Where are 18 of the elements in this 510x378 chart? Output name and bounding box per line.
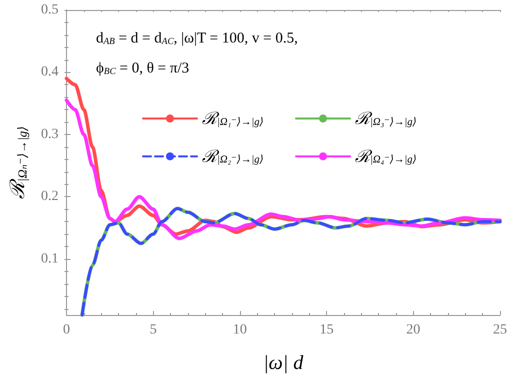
legend-label: ℛ|Ω₃⁻⟩→|g⟩ bbox=[355, 109, 417, 128]
y-axis-title: ℛ|Ωₙ⁻⟩→|g⟩ bbox=[7, 126, 30, 199]
legend-label: ℛ|Ω₁⁻⟩→|g⟩ bbox=[202, 109, 264, 128]
x-tick-label: 15 bbox=[320, 322, 334, 338]
y-tick-label: 0.4 bbox=[41, 64, 58, 80]
x-axis-title: |ω| d bbox=[263, 352, 304, 374]
y-tick-label: 0.1 bbox=[41, 251, 58, 266]
x-tick-label: 25 bbox=[493, 322, 507, 338]
x-tick-label: 20 bbox=[406, 322, 420, 338]
y-tick-label: 0.5 bbox=[41, 2, 58, 18]
x-tick-label: 0 bbox=[63, 322, 70, 338]
y-tick-label: 0.2 bbox=[41, 189, 58, 204]
legend-label: ℛ|Ω₂⁻⟩→|g⟩ bbox=[202, 146, 264, 166]
legend-label: ℛ|Ω₄⁻⟩→|g⟩ bbox=[355, 146, 417, 166]
x-tick-label: 10 bbox=[232, 322, 247, 338]
x-tick-label: 5 bbox=[150, 322, 157, 338]
line-series bbox=[64, 98, 502, 240]
y-tick-label: 0.3 bbox=[41, 126, 58, 142]
